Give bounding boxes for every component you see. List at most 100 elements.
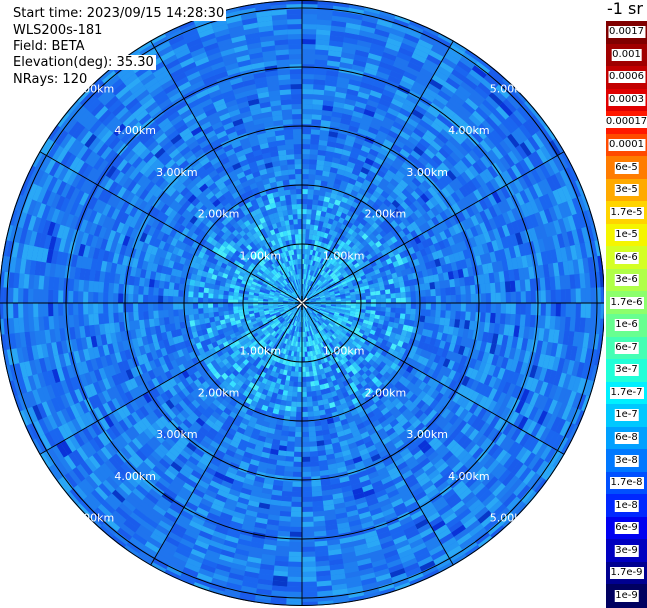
range-gate-cell <box>555 316 561 330</box>
range-gate-cell <box>285 456 294 462</box>
range-gate-cell <box>460 311 466 320</box>
range-gate-cell <box>391 298 396 303</box>
range-gate-cell <box>276 541 289 547</box>
range-gate-cell <box>305 357 308 362</box>
range-gate-cell <box>311 214 316 220</box>
range-gate-cell <box>290 532 302 537</box>
range-gate-cell <box>302 54 315 59</box>
range-gate-cell <box>385 312 391 317</box>
range-gate-cell <box>302 467 311 472</box>
range-gate-cell <box>297 397 302 402</box>
range-gate-cell <box>520 314 526 326</box>
range-gate-cell <box>294 377 298 382</box>
range-gate-cell <box>400 292 405 298</box>
range-gate-cell <box>315 425 322 431</box>
range-gate-cell <box>391 303 396 308</box>
range-gate-cell <box>302 169 309 174</box>
range-gate-cell <box>290 371 294 376</box>
range-gate-cell <box>302 362 305 367</box>
range-gate-cell <box>315 175 322 181</box>
range-gate-cell <box>318 450 327 456</box>
range-gate-cell <box>510 281 516 292</box>
range-gate-cell <box>510 314 516 325</box>
range-gate-cell <box>312 99 323 105</box>
range-gate-cell <box>295 427 302 432</box>
range-gate-cell <box>302 482 312 487</box>
range-gate-cell <box>297 402 302 407</box>
range-gate-cell <box>420 315 426 322</box>
range-gate-cell <box>294 372 298 377</box>
range-gate-cell <box>370 310 375 314</box>
range-gate-cell <box>302 49 315 54</box>
range-gate-cell <box>386 294 391 299</box>
range-gate-cell <box>287 391 292 397</box>
range-gate-cell <box>302 194 308 199</box>
range-gate-cell <box>386 307 391 312</box>
range-gate-cell <box>471 303 476 312</box>
range-gate-cell <box>305 352 308 357</box>
range-gate-cell <box>495 282 501 293</box>
range-gate-cell <box>289 552 302 557</box>
range-gate-cell <box>282 486 292 492</box>
range-gate-cell <box>566 303 571 317</box>
range-gate-cell <box>546 290 551 303</box>
range-gate-cell <box>308 426 315 432</box>
range-gate-cell <box>371 299 376 303</box>
range-gate-cell <box>307 199 313 204</box>
range-gate-cell <box>581 288 586 303</box>
range-gate-cell <box>308 421 315 426</box>
range-gate-cell <box>351 297 356 300</box>
range-gate-cell <box>310 456 319 462</box>
range-gate-cell <box>317 400 323 406</box>
range-gate-cell <box>511 303 516 314</box>
range-gate-cell <box>314 69 326 75</box>
range-gate-cell <box>302 547 315 552</box>
range-gate-cell <box>511 292 516 303</box>
range-gate-cell <box>434 281 440 289</box>
range-gate-cell <box>540 316 546 329</box>
range-gate-cell <box>297 392 302 397</box>
range-gate-cell <box>516 303 521 314</box>
range-gate-cell <box>281 496 292 502</box>
range-gate-cell <box>311 386 316 392</box>
range-gate-cell <box>381 303 386 307</box>
range-gate-cell <box>485 283 491 293</box>
range-gate-cell <box>302 174 309 179</box>
range-gate-cell <box>586 303 591 318</box>
range-gate-cell <box>302 532 314 537</box>
range-gate-cell <box>450 311 456 319</box>
range-gate-cell <box>420 284 426 291</box>
range-gate-cell <box>317 155 325 161</box>
range-gate-cell <box>309 436 317 442</box>
range-gate-cell <box>288 386 293 392</box>
range-gate-cell <box>306 382 311 387</box>
range-gate-cell <box>431 303 436 310</box>
range-gate-cell <box>426 303 431 310</box>
range-gate-cell <box>311 129 320 135</box>
range-gate-cell <box>540 277 546 290</box>
range-gate-cell <box>591 303 596 318</box>
range-gate-cell <box>313 84 325 90</box>
range-gate-cell <box>313 521 325 527</box>
range-gate-cell <box>516 292 521 303</box>
range-gate-cell <box>551 290 556 303</box>
range-gate-cell <box>302 84 313 89</box>
range-gate-cell <box>302 522 314 527</box>
range-gate-cell <box>302 402 307 407</box>
range-gate-cell <box>314 180 321 186</box>
range-gate-cell <box>406 303 411 309</box>
range-gate-cell <box>287 587 302 592</box>
range-gate-cell <box>566 289 571 303</box>
range-gate-cell <box>312 396 318 402</box>
range-gate-cell <box>400 313 406 319</box>
range-gate-cell <box>307 209 312 214</box>
range-gate-cell <box>449 279 455 288</box>
range-gate-cell <box>302 199 307 204</box>
range-gate-cell <box>404 319 410 325</box>
range-gate-cell <box>302 377 306 382</box>
range-gate-cell <box>405 314 411 320</box>
range-gate-cell <box>315 54 328 60</box>
range-gate-cell <box>294 452 302 457</box>
range-gate-cell <box>293 382 298 387</box>
range-gate-cell <box>285 406 291 412</box>
